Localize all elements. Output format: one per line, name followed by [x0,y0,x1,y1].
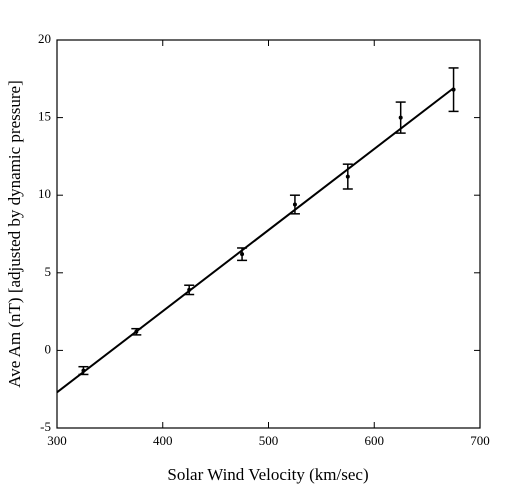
point [292,202,297,207]
x-tick-label: 400 [153,433,173,448]
y-tick-label: 20 [38,31,51,46]
point [187,287,192,292]
y-tick-label: 5 [45,264,52,279]
y-tick-label: 0 [45,341,52,356]
point [81,368,86,373]
x-axis-label: Solar Wind Velocity (km/sec) [167,465,368,484]
x-tick-label: 700 [470,433,490,448]
point [134,329,139,334]
point [398,115,403,120]
point [240,252,245,257]
y-tick-label: -5 [40,419,51,434]
x-tick-label: 300 [47,433,67,448]
y-axis-label: Ave Am (nT) [adjusted by dynamic pressur… [5,80,24,388]
point [451,87,456,92]
point [345,174,350,179]
fit-line [56,87,455,394]
y-tick-label: 10 [38,186,51,201]
x-tick-label: 600 [365,433,385,448]
y-tick-label: 15 [38,109,51,124]
x-tick-label: 500 [259,433,279,448]
plot-frame [56,39,481,429]
